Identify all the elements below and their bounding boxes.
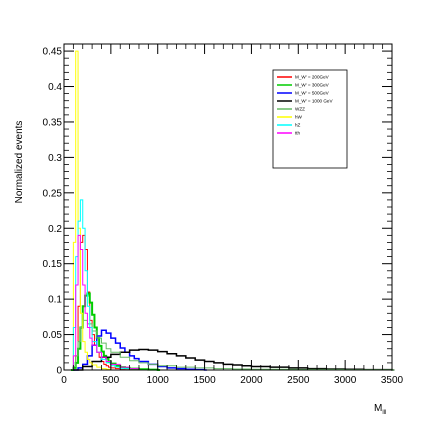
y-tick-label: 0.1 (48, 295, 62, 306)
legend-box (272, 69, 348, 169)
x-tick-label: 3500 (381, 375, 404, 386)
legend-label-4: WZZ (295, 107, 305, 112)
x-tick-label: 2500 (287, 375, 310, 386)
y-tick-label: 0.3 (48, 153, 62, 164)
legend-label-1: M_W' = 300GeV (295, 83, 330, 88)
legend-label-3: M_W' = 1000 GeV (295, 99, 333, 104)
series-line-3 (73, 348, 395, 371)
x-tick-label: 1000 (147, 375, 170, 386)
series-line-5 (71, 50, 114, 371)
legend-label-5: hW (295, 115, 303, 120)
legend-label-6: hZ (295, 123, 301, 128)
tick-labels-layer: 0 500 1000 1500 2000 2500 3000 3500 0 0.05 0.1 0.15… (43, 47, 404, 386)
y-tick-label: 0.25 (43, 188, 63, 199)
y-tick-label: 0.35 (43, 117, 63, 128)
legend-label-2: M_W' = 500GeV (295, 91, 330, 96)
x-tick-label: 1500 (193, 375, 216, 386)
x-tick-label: 3000 (334, 375, 357, 386)
y-tick-label: 0.2 (48, 224, 62, 235)
ticks-layer (63, 44, 393, 371)
series-layer (71, 50, 395, 371)
legend-entries: M_W' = 200GeV M_W' = 300GeV M_W' = 500GeV M… (277, 75, 333, 136)
x-tick-label: 500 (103, 375, 120, 386)
x-tick-label: 2000 (240, 375, 263, 386)
legend-label-7: tth (295, 131, 301, 136)
x-axis-title-main: M (374, 403, 382, 414)
y-tick-label: 0.15 (43, 259, 63, 270)
x-axis-title: Mlll (374, 403, 386, 416)
y-tick-label: 0 (56, 366, 62, 377)
y-tick-label: 0.4 (48, 82, 62, 93)
legend-label-0: M_W' = 200GeV (295, 75, 330, 80)
y-tick-label: 0.45 (43, 47, 63, 58)
y-tick-label: 0.05 (43, 330, 63, 341)
y-axis-title: Normalized events (14, 121, 25, 204)
x-axis-title-sub: lll (382, 410, 386, 416)
x-tick-label: 0 (61, 375, 67, 386)
legend: M_W' = 200GeV M_W' = 300GeV M_W' = 500GeV M… (272, 69, 348, 169)
series-line-4 (71, 319, 395, 371)
